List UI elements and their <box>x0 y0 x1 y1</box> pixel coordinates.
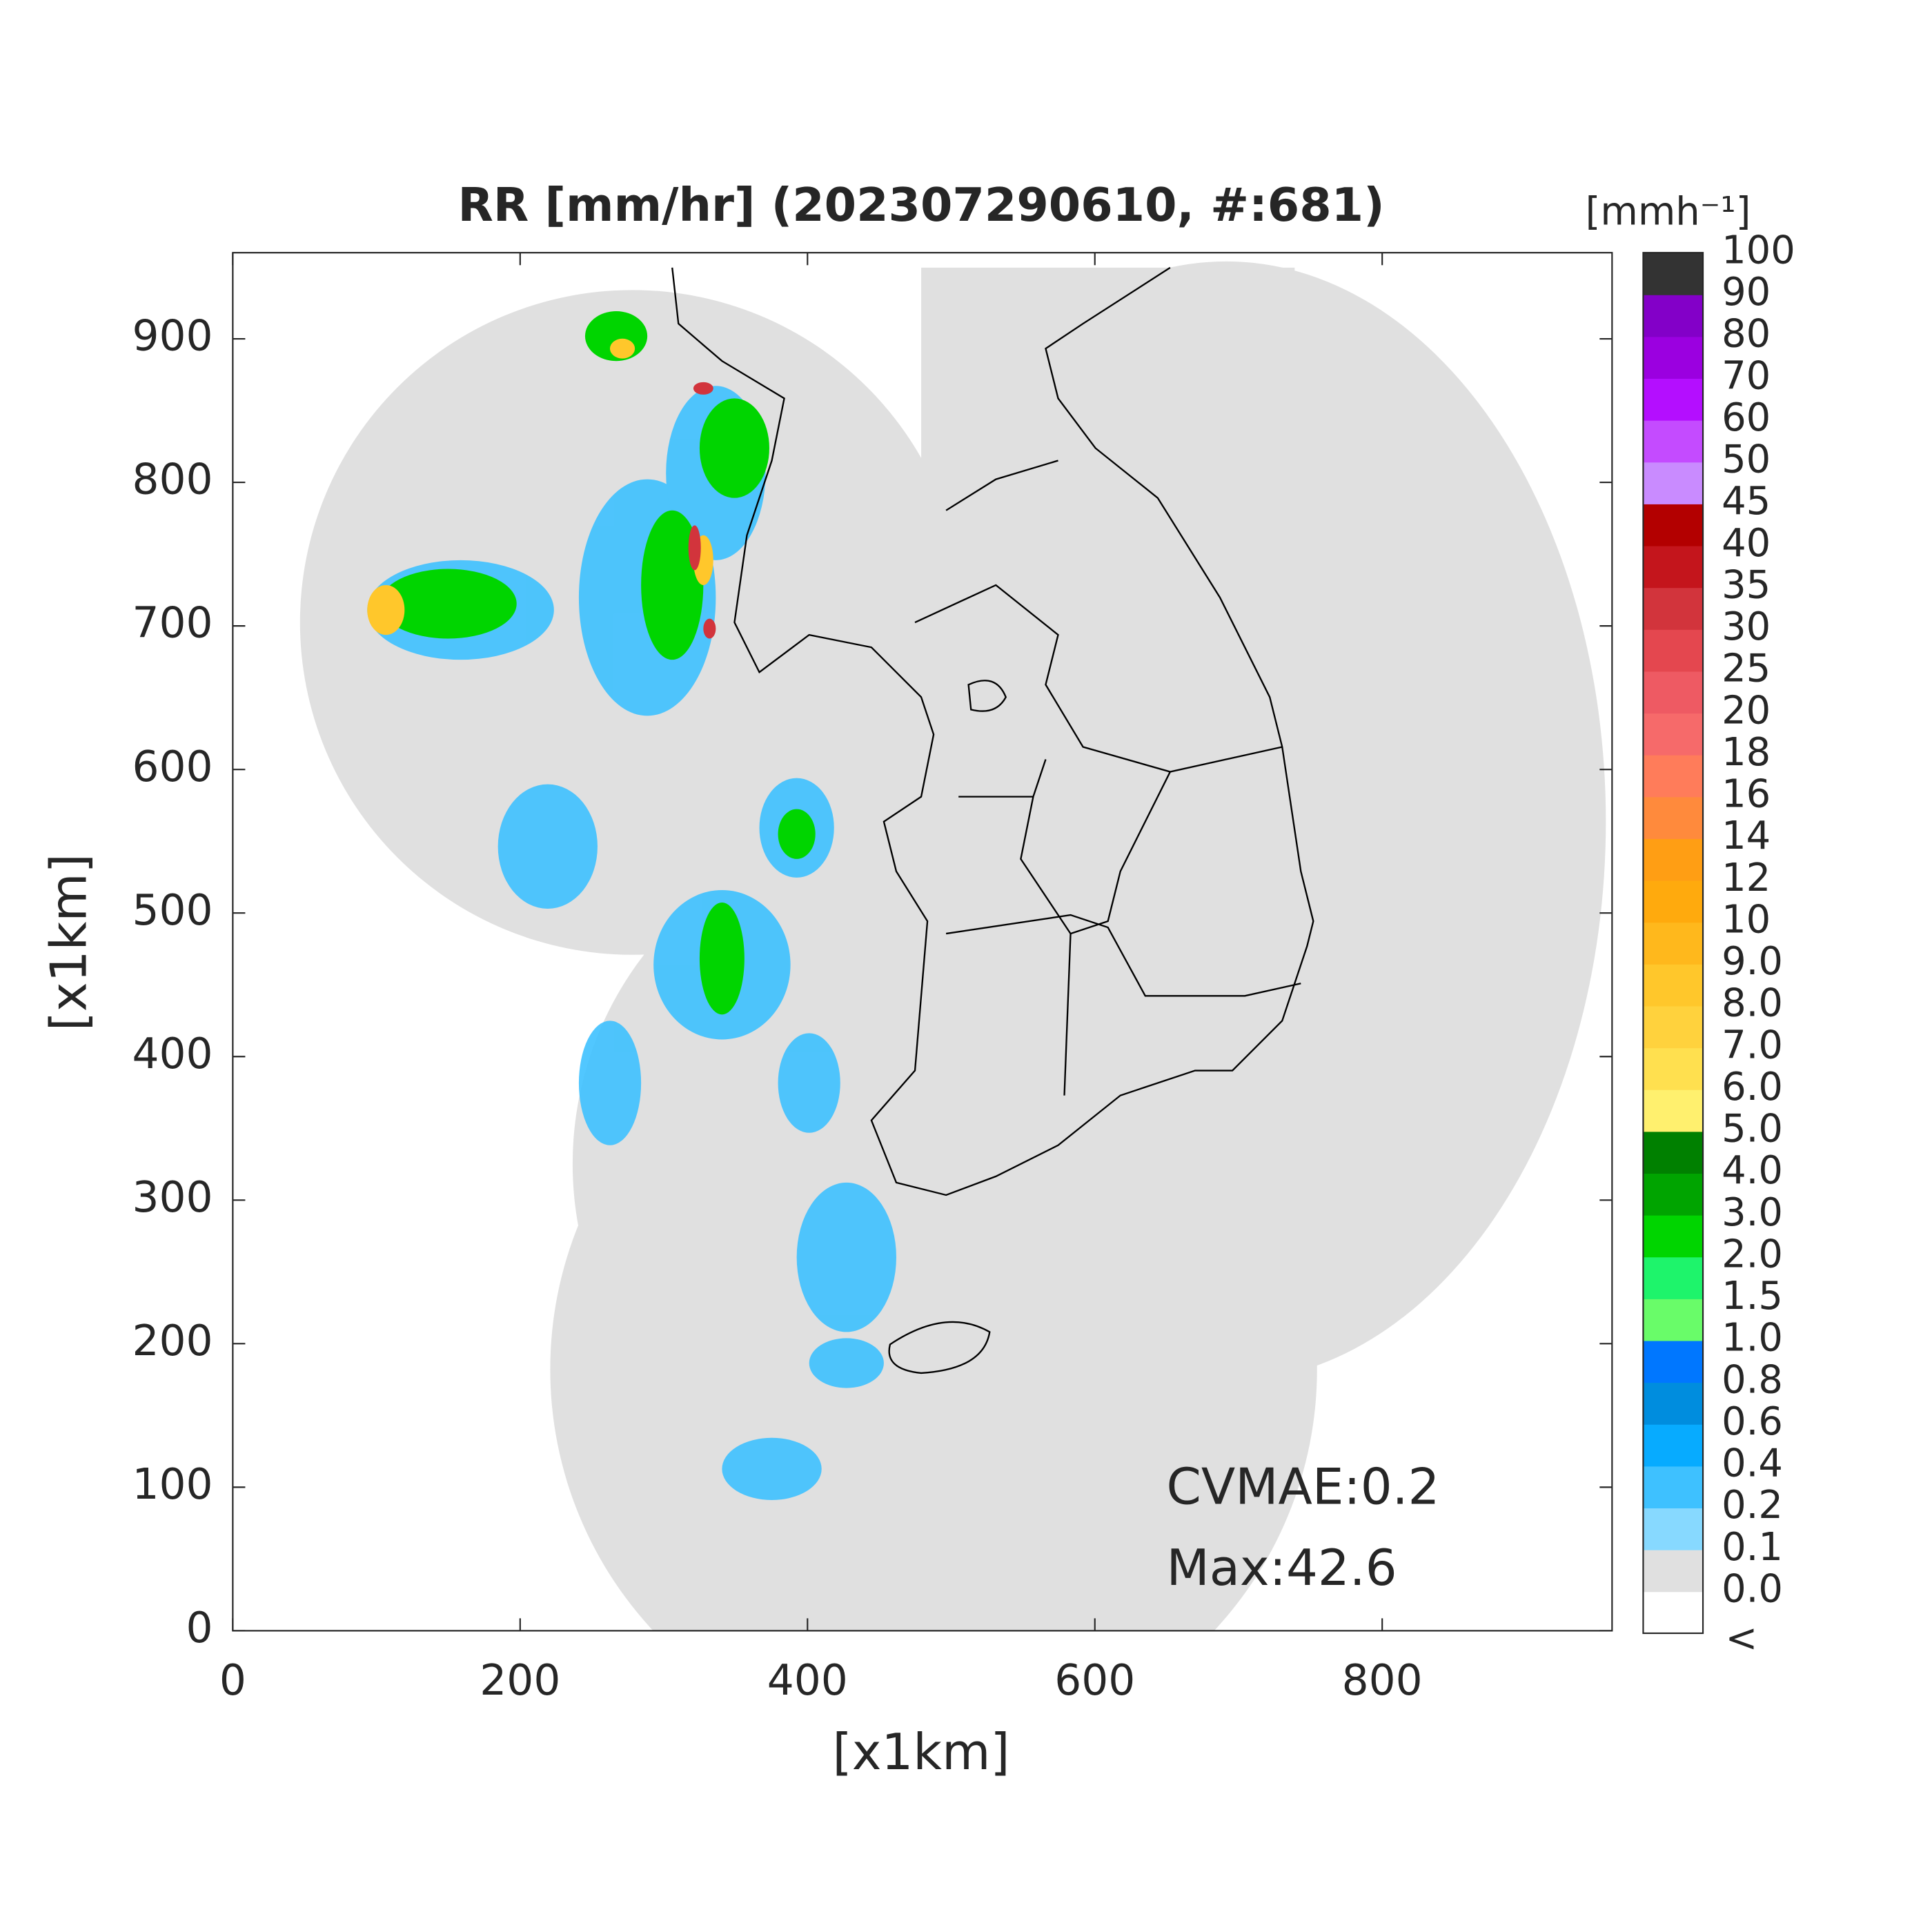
colorbar-label: 4.0 <box>1722 1148 1783 1193</box>
x-tick-label: 800 <box>1342 1656 1423 1705</box>
colorbar-band <box>1643 629 1704 672</box>
x-tick-label: 200 <box>480 1656 560 1705</box>
colorbar-band <box>1643 1131 1704 1174</box>
colorbar-band <box>1643 1549 1704 1593</box>
colorbar-band <box>1643 1423 1704 1467</box>
colorbar-band <box>1643 754 1704 798</box>
colorbar-label: 45 <box>1722 479 1771 524</box>
colorbar-label: 100 <box>1722 228 1795 273</box>
colorbar-under-label: < <box>1726 1616 1758 1661</box>
colorbar-label: 0.2 <box>1722 1483 1783 1528</box>
colorbar-label: 30 <box>1722 604 1771 649</box>
plot-frame <box>232 252 1613 1632</box>
colorbar-label: 25 <box>1722 647 1771 691</box>
colorbar-label: 1.5 <box>1722 1274 1783 1319</box>
colorbar-band <box>1643 462 1704 504</box>
colorbar-label: 3.0 <box>1722 1190 1783 1235</box>
chart-title: RR [mm/hr] (202307290610, #:681) <box>457 178 1384 232</box>
y-axis-label: [x1km] <box>41 854 99 1031</box>
y-tick-label: 300 <box>132 1173 213 1222</box>
annotation: Max:42.6 <box>1166 1539 1397 1597</box>
x-tick-label: 400 <box>767 1656 848 1705</box>
colorbar-band <box>1643 1382 1704 1425</box>
colorbar-band <box>1643 587 1704 630</box>
colorbar-band <box>1643 420 1704 463</box>
colorbar-label: 0.0 <box>1722 1567 1783 1612</box>
colorbar-band <box>1643 1256 1704 1299</box>
colorbar-band <box>1643 838 1704 881</box>
colorbar-label: 80 <box>1722 312 1771 357</box>
colorbar-label: 6.0 <box>1722 1065 1783 1110</box>
colorbar-band <box>1643 253 1704 295</box>
y-tick-label: 900 <box>132 312 213 361</box>
annotation: CVMAE:0.2 <box>1166 1459 1439 1517</box>
colorbar-label: 90 <box>1722 270 1771 315</box>
colorbar-unit: [mmh⁻¹] <box>1586 189 1751 234</box>
colorbar-label: 0.6 <box>1722 1399 1783 1444</box>
y-tick-label: 0 <box>186 1604 213 1653</box>
colorbar-band <box>1643 1005 1704 1049</box>
colorbar-band <box>1643 922 1704 965</box>
colorbar-label: 35 <box>1722 562 1771 607</box>
colorbar-label: 0.8 <box>1722 1357 1783 1402</box>
colorbar-band <box>1643 1466 1704 1509</box>
colorbar-band <box>1643 1089 1704 1132</box>
colorbar-label: 70 <box>1722 353 1771 398</box>
colorbar-band <box>1643 671 1704 714</box>
colorbar-band <box>1643 504 1704 546</box>
colorbar-band <box>1643 880 1704 923</box>
colorbar-label: 60 <box>1722 395 1771 440</box>
colorbar-label: 8.0 <box>1722 981 1783 1026</box>
colorbar-label: 10 <box>1722 897 1771 942</box>
colorbar-label: 0.4 <box>1722 1441 1783 1486</box>
y-tick-label: 400 <box>132 1029 213 1078</box>
colorbar-band <box>1643 1173 1704 1216</box>
x-tick-label: 0 <box>219 1656 246 1705</box>
colorbar-label: 2.0 <box>1722 1232 1783 1276</box>
y-tick-label: 100 <box>132 1460 213 1509</box>
colorbar-band <box>1643 963 1704 1007</box>
colorbar-label: 1.0 <box>1722 1316 1783 1361</box>
colorbar-label: 16 <box>1722 772 1771 817</box>
colorbar-band <box>1643 1508 1704 1550</box>
colorbar-label: 0.1 <box>1722 1525 1783 1570</box>
x-axis-label: [x1km] <box>833 1724 1010 1782</box>
colorbar-band <box>1643 796 1704 839</box>
colorbar-frame <box>1642 252 1704 1635</box>
colorbar-band <box>1643 713 1704 756</box>
colorbar-label: 18 <box>1722 730 1771 775</box>
colorbar-label: 12 <box>1722 856 1771 900</box>
colorbar-band <box>1643 1298 1704 1341</box>
colorbar-band <box>1643 1340 1704 1383</box>
y-tick-label: 600 <box>132 742 213 791</box>
colorbar-label: 9.0 <box>1722 939 1783 984</box>
colorbar-label: 50 <box>1722 437 1771 482</box>
colorbar-band <box>1643 294 1704 337</box>
colorbar-label: 40 <box>1722 521 1771 566</box>
colorbar-band <box>1643 1047 1704 1090</box>
colorbar-band <box>1643 545 1704 589</box>
colorbar-band <box>1643 336 1704 379</box>
colorbar-band <box>1643 1591 1704 1634</box>
y-tick-label: 200 <box>132 1317 213 1366</box>
y-tick-label: 700 <box>132 599 213 648</box>
colorbar-label: 7.0 <box>1722 1023 1783 1067</box>
colorbar-label: 5.0 <box>1722 1107 1783 1152</box>
colorbar-band <box>1643 378 1704 421</box>
radar-field <box>299 261 1606 1631</box>
colorbar-label: 14 <box>1722 814 1771 858</box>
colorbar-band <box>1643 1214 1704 1258</box>
x-tick-label: 600 <box>1054 1656 1135 1705</box>
colorbar-label: 20 <box>1722 688 1771 733</box>
y-tick-label: 500 <box>132 886 213 935</box>
y-tick-label: 800 <box>132 455 213 504</box>
